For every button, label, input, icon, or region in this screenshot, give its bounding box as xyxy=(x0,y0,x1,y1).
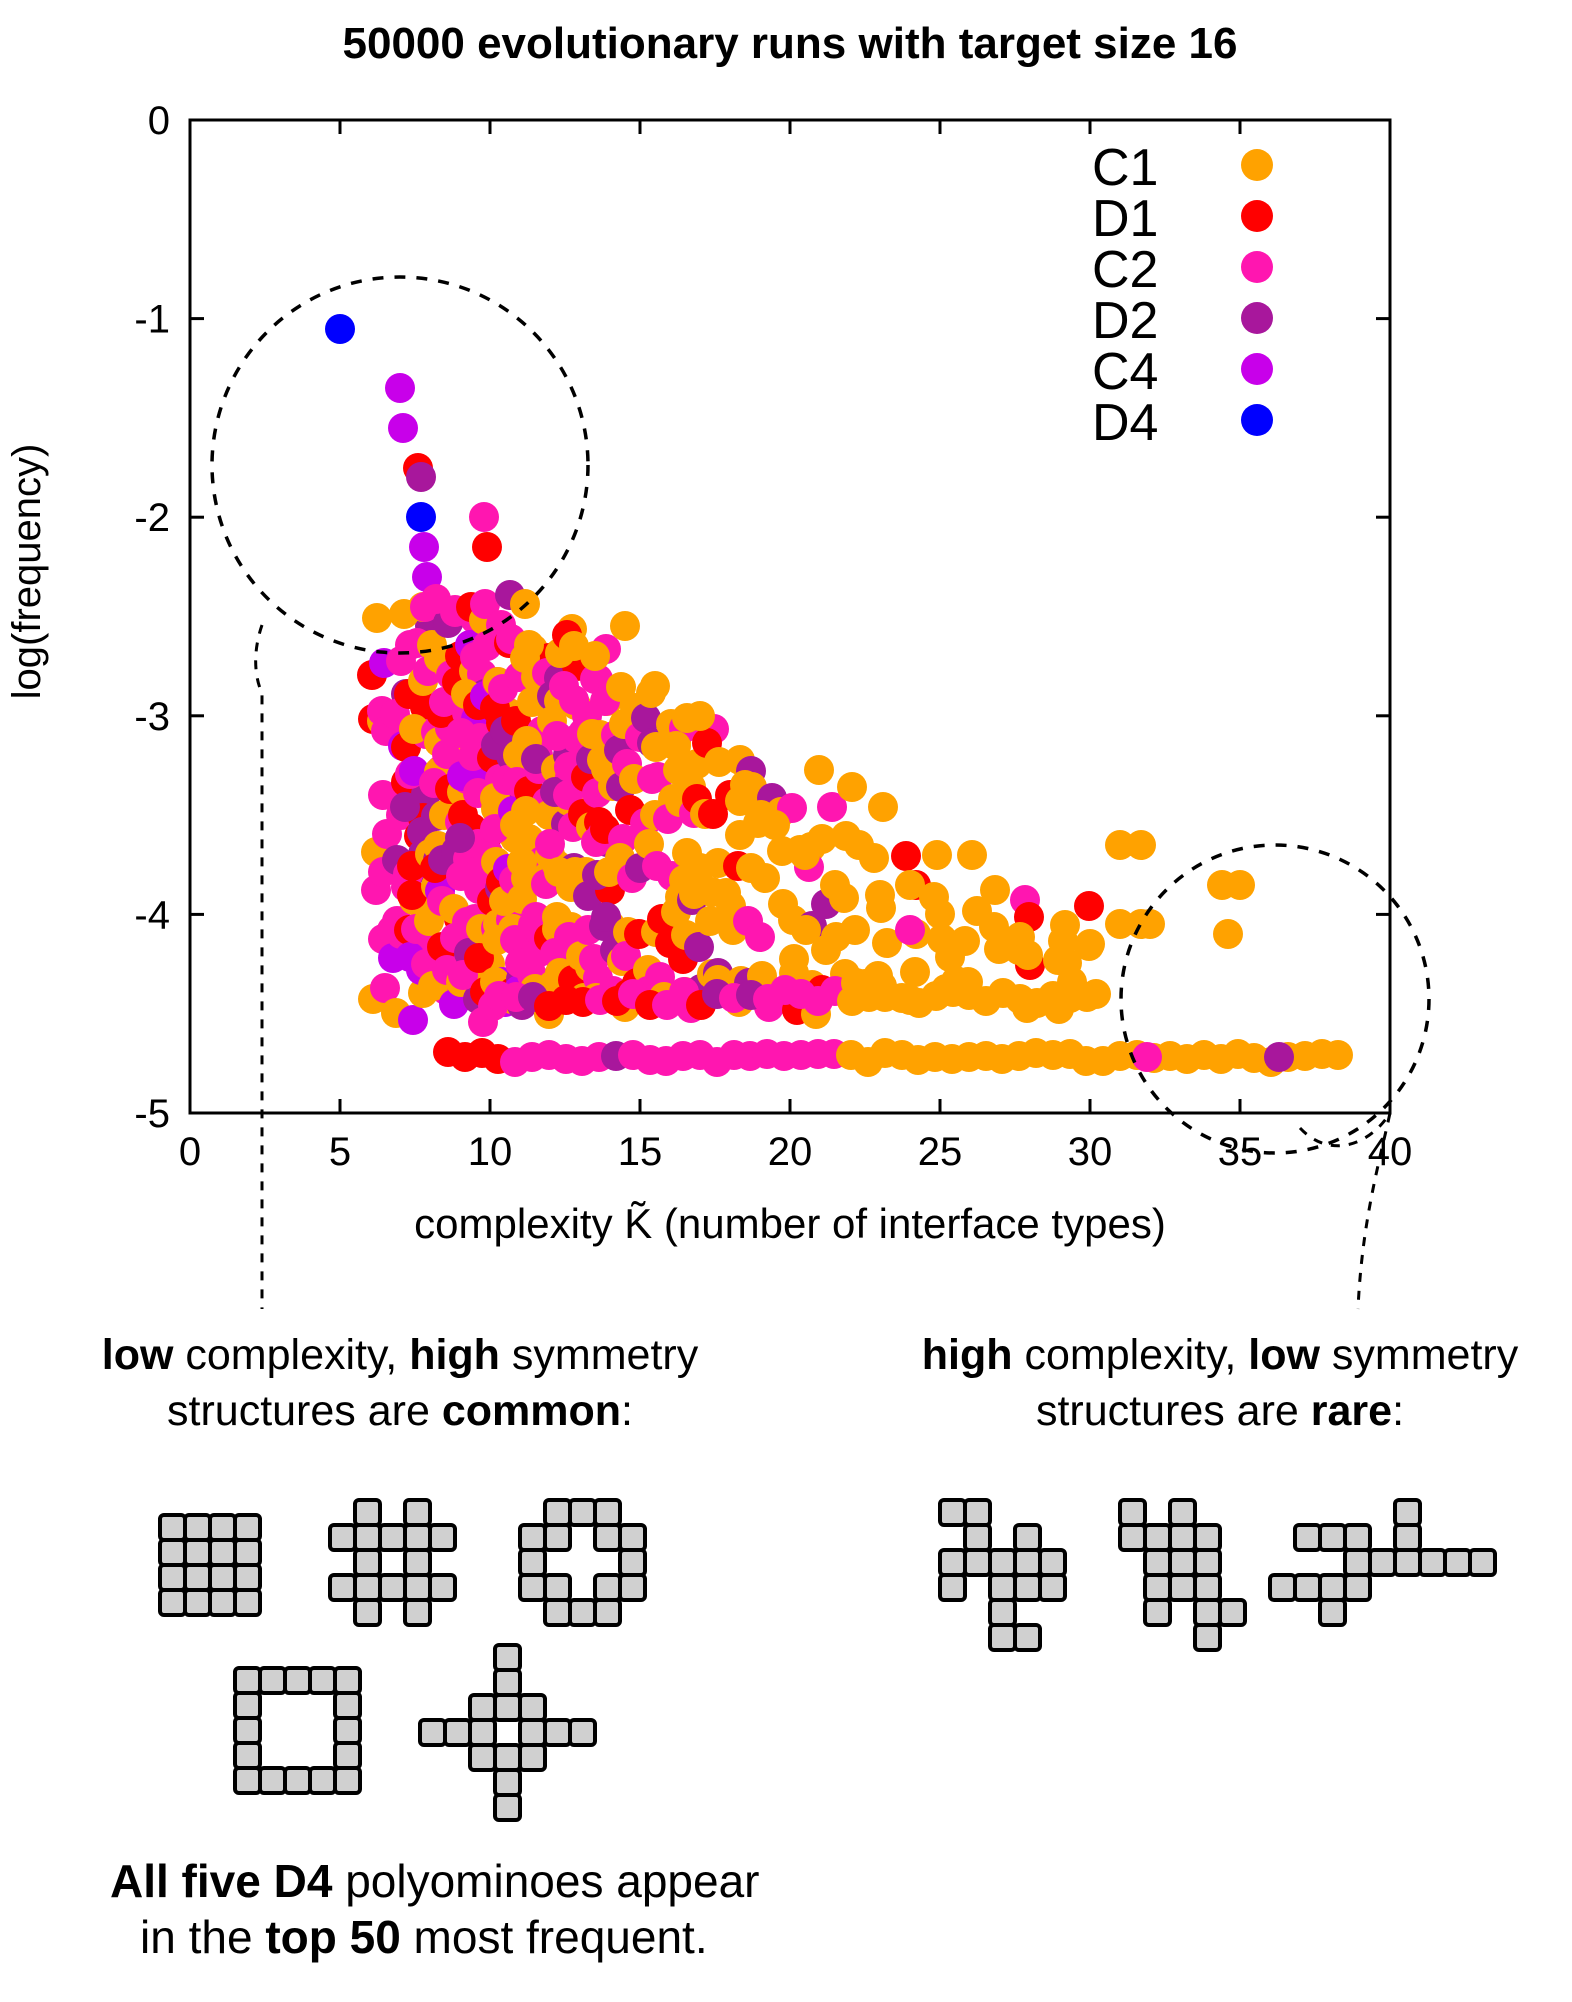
svg-text:-1: -1 xyxy=(134,298,170,342)
svg-text:-2: -2 xyxy=(134,496,170,540)
svg-text:40: 40 xyxy=(1368,1130,1413,1174)
svg-text:10: 10 xyxy=(468,1130,513,1174)
svg-text:15: 15 xyxy=(618,1130,663,1174)
svg-text:C1: C1 xyxy=(1092,139,1158,197)
svg-text:20: 20 xyxy=(768,1130,813,1174)
svg-text:D2: D2 xyxy=(1092,292,1158,350)
svg-text:All five D4 polyominoes appear: All five D4 polyominoes appear xyxy=(110,1855,759,1907)
svg-text:in the top 50 most frequent.: in the top 50 most frequent. xyxy=(140,1911,708,1963)
svg-text:low complexity, high symmetry: low complexity, high symmetry xyxy=(102,1331,699,1379)
svg-text:0: 0 xyxy=(179,1130,201,1174)
svg-text:30: 30 xyxy=(1068,1130,1113,1174)
svg-text:C2: C2 xyxy=(1092,241,1158,299)
svg-text:C4: C4 xyxy=(1092,343,1158,401)
svg-text:complexity K̃ (number of inter: complexity K̃ (number of interface types… xyxy=(414,1200,1166,1247)
svg-text:-3: -3 xyxy=(134,695,170,739)
svg-text:50000 evolutionary runs with t: 50000 evolutionary runs with target size… xyxy=(343,19,1238,68)
svg-text:log(frequency): log(frequency) xyxy=(5,444,49,700)
svg-text:structures are common:: structures are common: xyxy=(167,1387,633,1435)
svg-text:35: 35 xyxy=(1218,1130,1263,1174)
svg-text:-5: -5 xyxy=(134,1092,170,1136)
svg-text:25: 25 xyxy=(918,1130,963,1174)
svg-text:D4: D4 xyxy=(1092,394,1158,452)
svg-text:structures are rare:: structures are rare: xyxy=(1036,1387,1404,1435)
svg-text:D1: D1 xyxy=(1092,190,1158,248)
svg-text:high complexity, low symmetry: high complexity, low symmetry xyxy=(922,1331,1519,1379)
svg-text:5: 5 xyxy=(329,1130,351,1174)
svg-text:-4: -4 xyxy=(134,893,170,937)
svg-text:0: 0 xyxy=(148,99,170,143)
